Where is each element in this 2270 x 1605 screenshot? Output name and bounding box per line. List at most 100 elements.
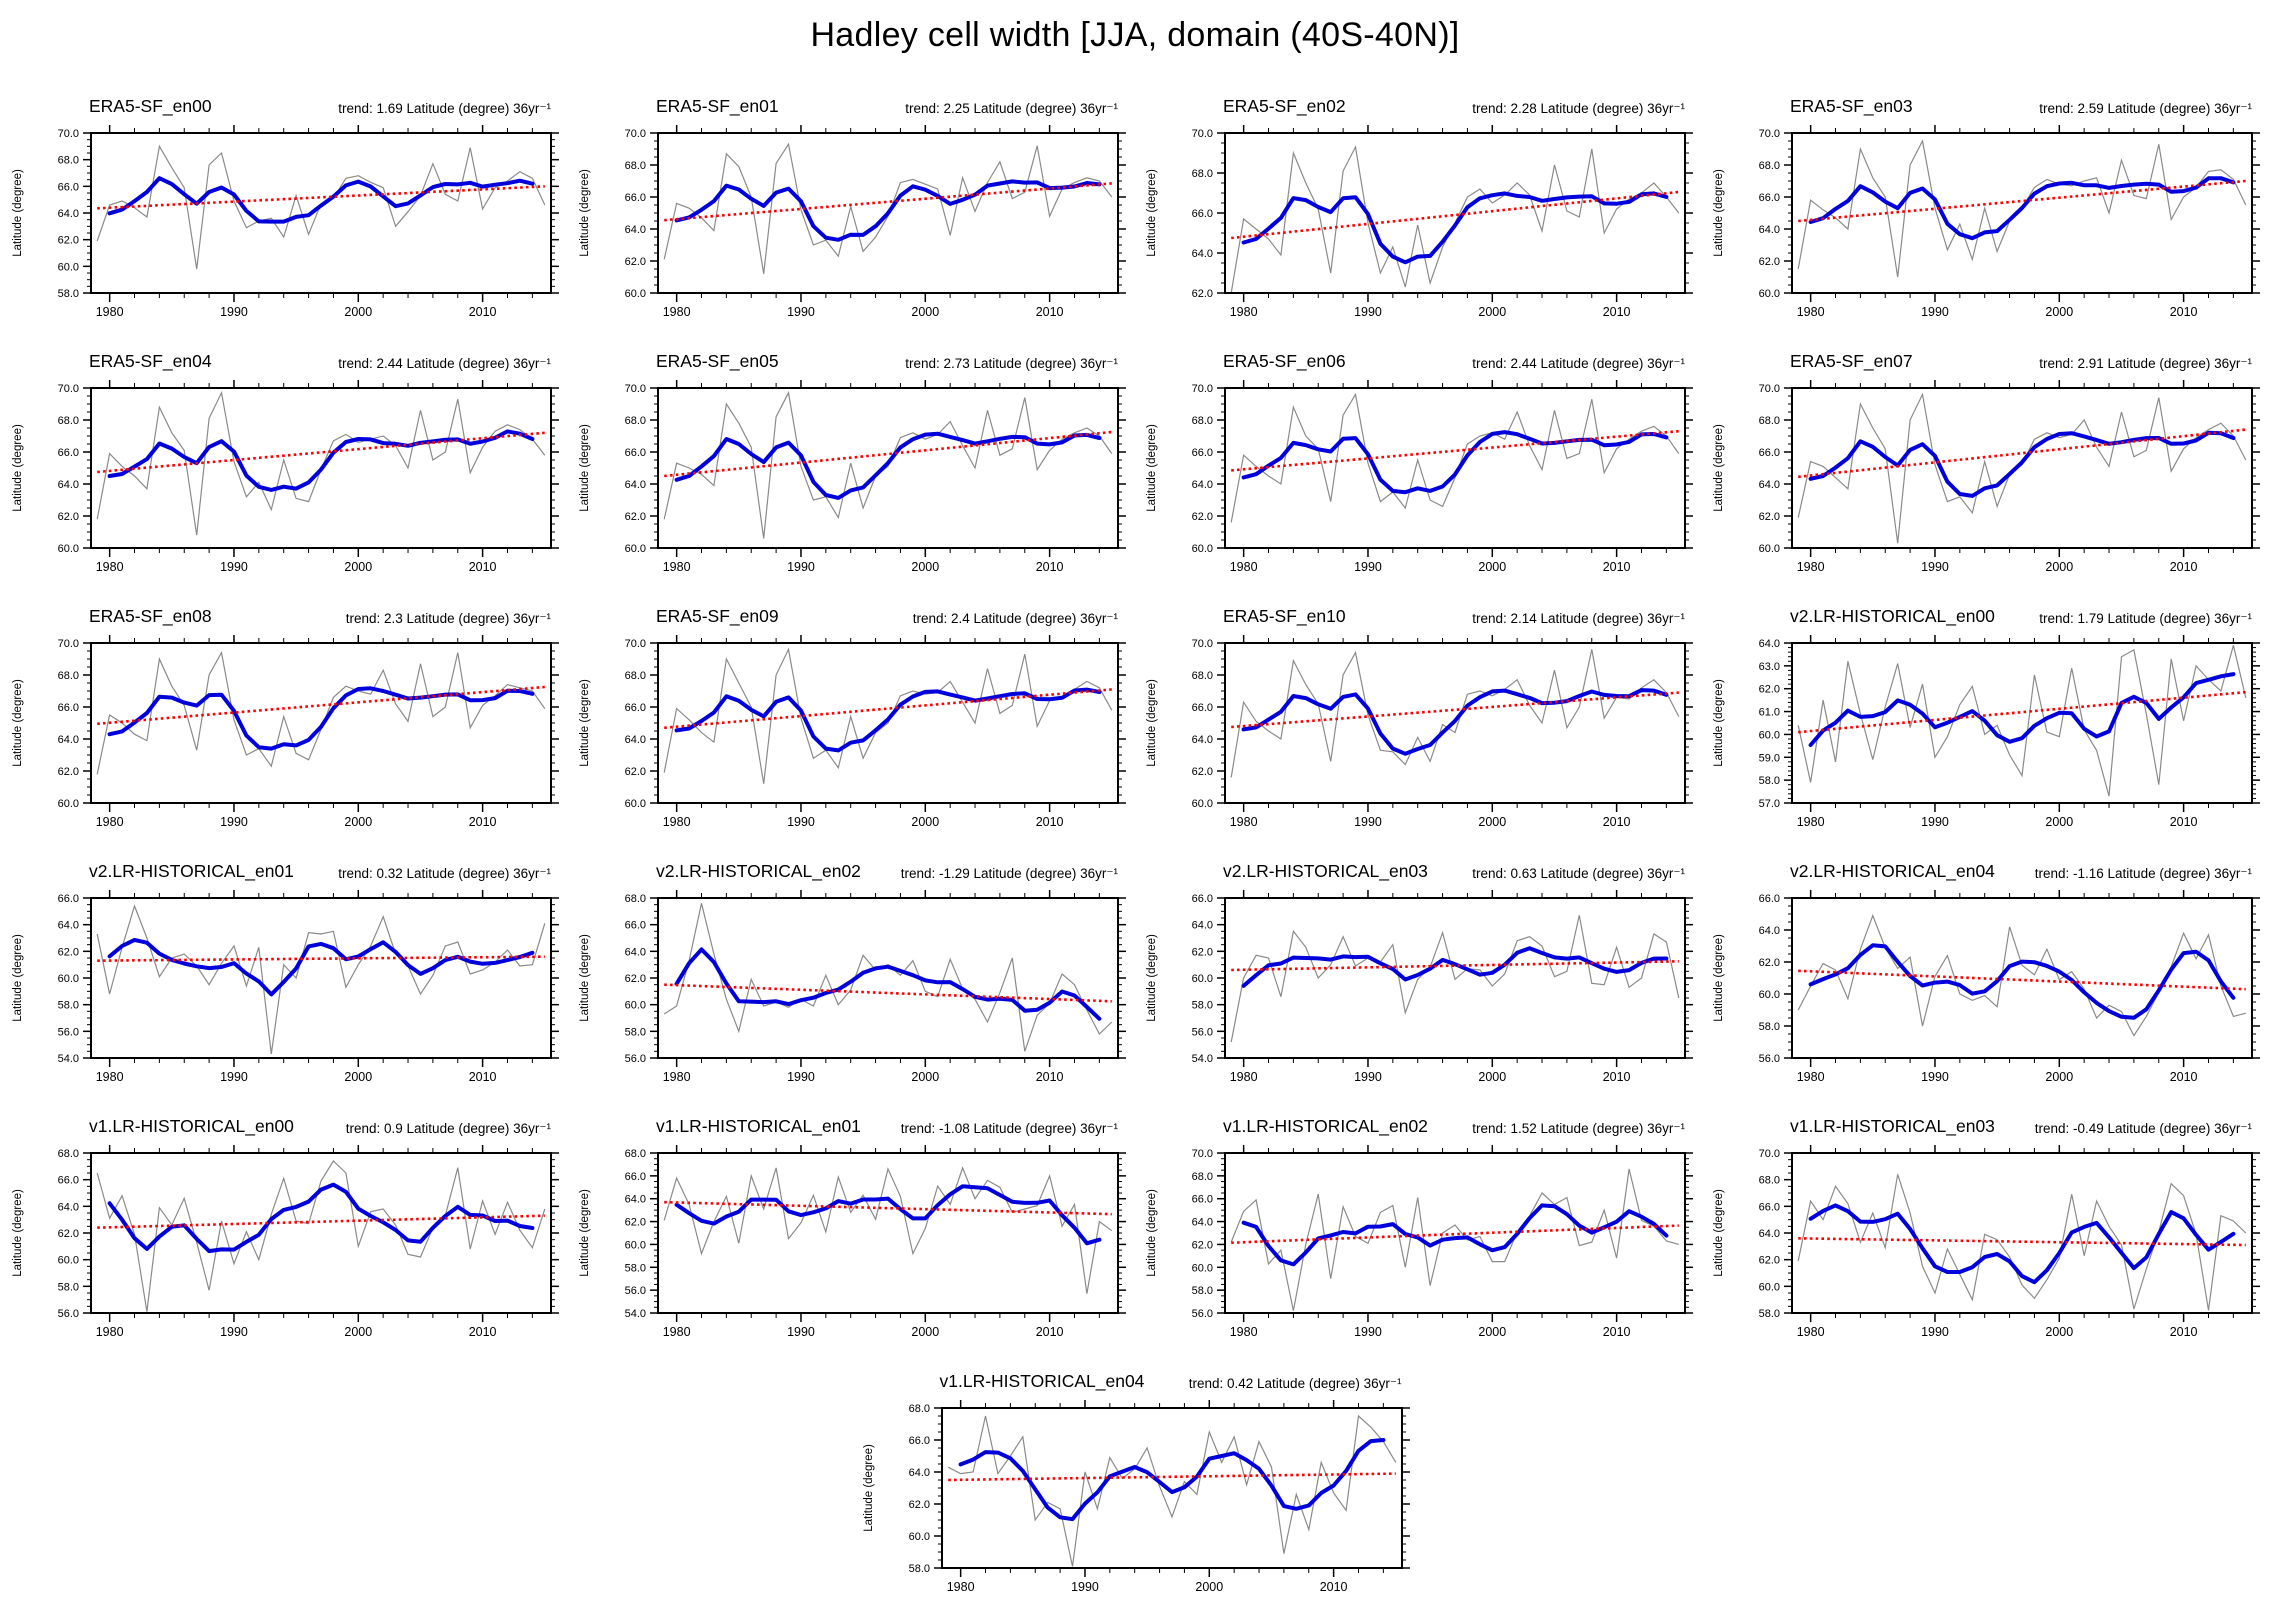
smoothed-line xyxy=(1241,430,1669,495)
y-tick-label: 62.0 xyxy=(1192,766,1213,778)
y-tick-label: 58.0 xyxy=(1759,1021,1780,1033)
y-tick-label: 56.0 xyxy=(625,1053,646,1065)
y-axis-label: Latitude (degree) xyxy=(1146,934,1158,1022)
panel-plot: 58.0 60.0 62.0 64.0 66.0 68.0 1980 1990 2000 2010… xyxy=(863,1400,1410,1594)
x-tick-label: 1980 xyxy=(1797,815,1825,829)
y-tick-label: 62.0 xyxy=(1759,511,1780,523)
panel-header: ERA5-SF_en02 trend: 2.28 Latitude (degre… xyxy=(1135,70,1702,120)
x-tick-label: 2010 xyxy=(1603,1070,1631,1084)
y-tick-label: 66.0 xyxy=(1192,893,1213,905)
y-tick-label: 64.0 xyxy=(1192,248,1213,260)
axis-ticks xyxy=(1217,1145,1693,1322)
y-tick-label: 68.0 xyxy=(1192,670,1213,682)
y-tick-label: 66.0 xyxy=(58,1175,79,1187)
panel-plot: 56.0 58.0 60.0 62.0 64.0 66.0 68.0 70.0 1980 1990… xyxy=(1146,1145,1693,1339)
y-tick-label: 60.0 xyxy=(1759,543,1780,555)
axis-ticks xyxy=(83,635,559,812)
panel-header: v2.LR-HISTORICAL_en03 trend: 0.63 Latitu… xyxy=(1135,835,1702,885)
plot-frame xyxy=(657,897,1119,1059)
y-tick-label: 60.0 xyxy=(625,1000,646,1012)
panel-header: v1.LR-HISTORICAL_en04 trend: 0.42 Latitu… xyxy=(852,1345,1419,1395)
panel-trend-label: trend: -1.08 Latitude (degree) 36yr⁻¹ xyxy=(900,1120,1118,1136)
y-tick-label: 70.0 xyxy=(58,383,79,395)
panel-trend-label: trend: 0.32 Latitude (degree) 36yr⁻¹ xyxy=(338,865,551,881)
trend-line xyxy=(97,185,545,210)
x-tick-label: 1990 xyxy=(1354,560,1382,574)
panel-trend-label: trend: 2.73 Latitude (degree) 36yr⁻¹ xyxy=(905,355,1118,371)
y-tick-label: 60.0 xyxy=(1192,543,1213,555)
annual-line xyxy=(1230,1168,1679,1311)
panel-grid: ERA5-SF_en00 trend: 1.69 Latitude (degre… xyxy=(1,70,2269,1600)
y-tick-label: 66.0 xyxy=(58,447,79,459)
y-tick-label: 70.0 xyxy=(625,638,646,650)
x-tick-label: 1990 xyxy=(1354,815,1382,829)
panel-row: v2.LR-HISTORICAL_en01 trend: 0.32 Latitu… xyxy=(1,835,2269,1090)
panel-header: v2.LR-HISTORICAL_en01 trend: 0.32 Latitu… xyxy=(1,835,568,885)
axis-ticks xyxy=(650,1145,1126,1322)
y-tick-label: 56.0 xyxy=(58,1026,79,1038)
smoothed-line xyxy=(1241,946,1669,988)
chart-panel: v2.LR-HISTORICAL_en03 trend: 0.63 Latitu… xyxy=(1135,835,1702,1090)
panel-trend-label: trend: 1.79 Latitude (degree) 36yr⁻¹ xyxy=(2039,610,2252,626)
x-tick-label: 1990 xyxy=(1354,305,1382,319)
y-tick-label: 68.0 xyxy=(625,160,646,172)
y-tick-label: 61.0 xyxy=(1759,707,1780,719)
panel-plot: 60.0 62.0 64.0 66.0 68.0 70.0 1980 1990 2000 2010… xyxy=(1146,380,1693,574)
panel-title: ERA5-SF_en00 xyxy=(89,95,212,116)
y-tick-label: 66.0 xyxy=(625,192,646,204)
annual-line xyxy=(663,390,1113,539)
panel-row: ERA5-SF_en04 trend: 2.44 Latitude (degre… xyxy=(1,325,2269,580)
panel-title: ERA5-SF_en08 xyxy=(89,605,212,626)
y-tick-label: 70.0 xyxy=(58,638,79,650)
y-tick-label: 60.0 xyxy=(58,543,79,555)
y-tick-label: 68.0 xyxy=(1192,1171,1213,1183)
annual-line xyxy=(1230,145,1680,293)
y-tick-label: 68.0 xyxy=(58,155,79,167)
y-axis-label: Latitude (degree) xyxy=(579,169,591,257)
panel-header: ERA5-SF_en07 trend: 2.91 Latitude (degre… xyxy=(1702,325,2269,375)
y-axis-label: Latitude (degree) xyxy=(12,934,24,1022)
panel-trend-label: trend: 2.59 Latitude (degree) 36yr⁻¹ xyxy=(2039,100,2252,116)
y-tick-label: 64.0 xyxy=(1192,1217,1213,1229)
y-tick-label: 56.0 xyxy=(1759,1053,1780,1065)
y-tick-label: 64.0 xyxy=(1759,1228,1780,1240)
axis-ticks xyxy=(1784,890,2260,1067)
y-tick-label: 57.0 xyxy=(1759,798,1780,810)
panel-header: v1.LR-HISTORICAL_en00 trend: 0.9 Latitud… xyxy=(1,1090,568,1140)
x-tick-label: 2000 xyxy=(911,560,939,574)
y-tick-label: 60.0 xyxy=(1192,798,1213,810)
chart-panel: ERA5-SF_en10 trend: 2.14 Latitude (degre… xyxy=(1135,580,1702,835)
y-tick-label: 66.0 xyxy=(1192,447,1213,459)
y-tick-label: 62.0 xyxy=(1759,256,1780,268)
y-axis-label: Latitude (degree) xyxy=(12,1189,24,1277)
x-tick-label: 2010 xyxy=(469,305,497,319)
chart-panel: ERA5-SF_en06 trend: 2.44 Latitude (degre… xyxy=(1135,325,1702,580)
smoothed-line xyxy=(1808,943,2236,1020)
panel-plot: 58.0 60.0 62.0 64.0 66.0 68.0 70.0 1980 1990 2000… xyxy=(1713,1145,2260,1339)
x-tick-label: 1990 xyxy=(220,1070,248,1084)
y-axis-label: Latitude (degree) xyxy=(1146,424,1158,512)
annual-line xyxy=(96,904,546,1055)
annual-line xyxy=(1797,913,2246,1037)
x-tick-label: 1980 xyxy=(96,815,124,829)
y-tick-label: 64.0 xyxy=(58,208,79,220)
panel-plot: 56.0 58.0 60.0 62.0 64.0 66.0 1980 1990 2000 2010… xyxy=(1713,890,2260,1084)
y-tick-label: 58.0 xyxy=(1192,1000,1213,1012)
panel-title: ERA5-SF_en03 xyxy=(1790,95,1913,116)
panel-trend-label: trend: 2.44 Latitude (degree) 36yr⁻¹ xyxy=(1472,355,1685,371)
y-axis-label: Latitude (degree) xyxy=(1146,1189,1158,1277)
panel-trend-label: trend: -1.29 Latitude (degree) 36yr⁻¹ xyxy=(900,865,1118,881)
axis-ticks xyxy=(1784,380,2260,557)
y-tick-label: 70.0 xyxy=(625,128,646,140)
x-tick-label: 2010 xyxy=(1036,560,1064,574)
x-tick-label: 2010 xyxy=(2170,1325,2198,1339)
panel-header: ERA5-SF_en09 trend: 2.4 Latitude (degree… xyxy=(568,580,1135,630)
x-tick-label: 1990 xyxy=(1354,1325,1382,1339)
y-tick-label: 60.0 xyxy=(58,261,79,273)
axis-ticks xyxy=(650,380,1126,557)
panel-trend-label: trend: -1.16 Latitude (degree) 36yr⁻¹ xyxy=(2034,865,2252,881)
plot-frame xyxy=(1791,897,2253,1059)
chart-panel: v2.LR-HISTORICAL_en00 trend: 1.79 Latitu… xyxy=(1702,580,2269,835)
y-tick-label: 60.0 xyxy=(1192,973,1213,985)
